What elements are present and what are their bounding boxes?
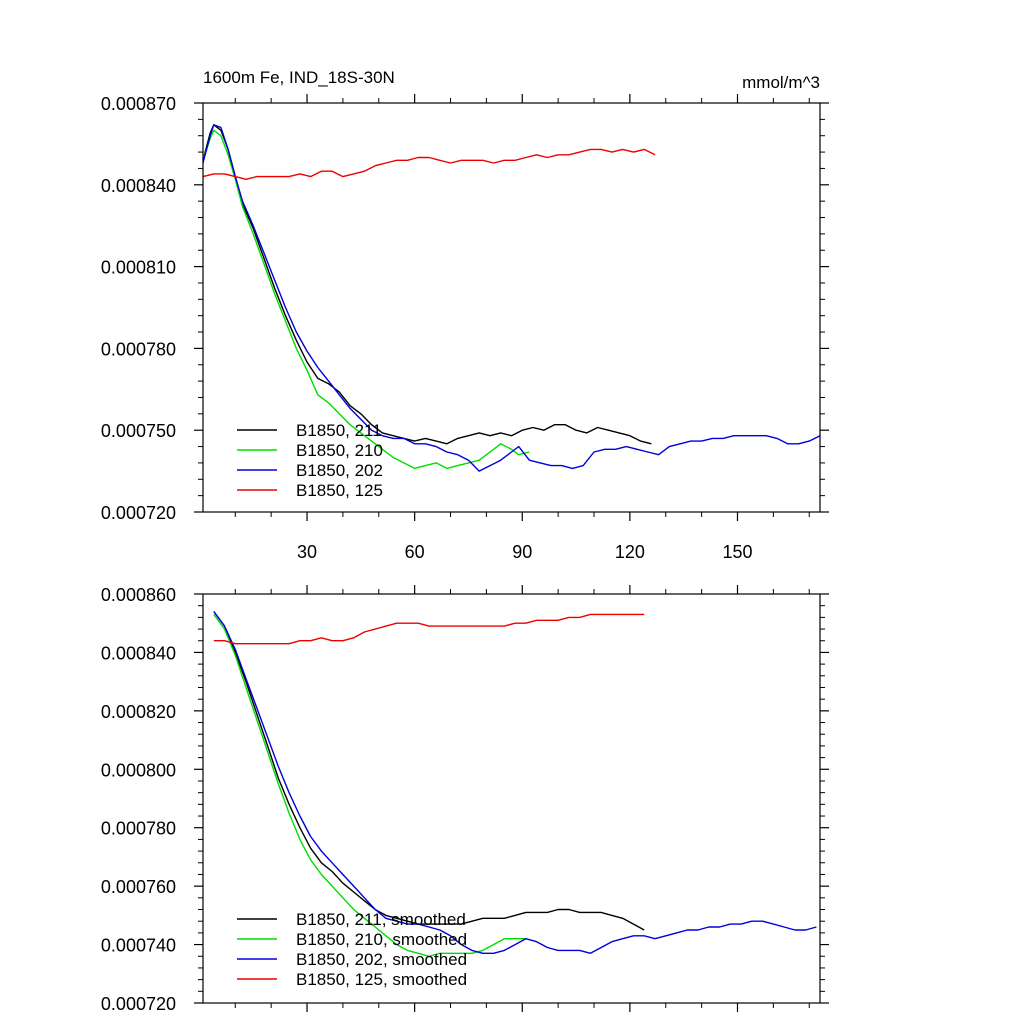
x-tick-label: 90	[512, 542, 532, 562]
bottom-panel-lines	[213, 611, 817, 957]
bottom-panel-frame	[202, 593, 821, 1004]
x-tick-label: 30	[297, 542, 317, 562]
top-panel-frame	[202, 102, 821, 513]
series-line-1	[213, 611, 645, 931]
y-tick-label: 0.000820	[101, 702, 176, 722]
legend-label: B1850, 202, smoothed	[296, 950, 467, 969]
y-tick-label: 0.000720	[101, 994, 176, 1014]
series-line-1	[202, 124, 652, 445]
series-line-4	[202, 148, 656, 180]
series-line-3	[202, 124, 821, 472]
legend-label: B1850, 211, smoothed	[296, 910, 466, 929]
legend-label: B1850, 125, smoothed	[296, 970, 467, 989]
bottom-panel-ticks: 0.000720 0.000740 0.000760 0.000780 0.000800…	[101, 585, 829, 1014]
legend-label: B1850, 202	[296, 461, 383, 480]
y-tick-label: 0.000750	[101, 421, 176, 441]
y-tick-label: 0.000840	[101, 643, 176, 663]
bottom-panel: 0.000720 0.000740 0.000760 0.000780 0.000800…	[101, 585, 829, 1014]
x-tick-label: 150	[722, 542, 752, 562]
legend-label: B1850, 210	[296, 441, 383, 460]
y-tick-label: 0.000800	[101, 760, 176, 780]
series-line-2	[213, 613, 526, 957]
y-tick-label: 0.000810	[101, 258, 176, 278]
legend-label: B1850, 210, smoothed	[296, 930, 467, 949]
y-tick-label: 0.000720	[101, 503, 176, 523]
y-tick-label: 0.000870	[101, 94, 176, 114]
top-panel-units: mmol/m^3	[742, 73, 820, 92]
x-tick-label: 120	[615, 542, 645, 562]
y-tick-label: 0.000780	[101, 819, 176, 839]
series-line-3	[213, 611, 817, 954]
top-panel-ticks: 0.000720 0.000750 0.000780 0.000810 0.000840…	[101, 94, 829, 562]
top-panel: 1600m Fe, IND_18S-30N mmol/m^3 0.0007200…	[101, 68, 829, 562]
top-panel-title: 1600m Fe, IND_18S-30N	[203, 68, 395, 87]
series-line-2	[202, 129, 530, 470]
y-tick-label: 0.000840	[101, 176, 176, 196]
legend-label: B1850, 211	[296, 421, 382, 440]
y-tick-label: 0.000780	[101, 339, 176, 359]
series-line-4	[213, 613, 645, 645]
y-tick-label: 0.000740	[101, 936, 176, 956]
x-tick-label: 60	[405, 542, 425, 562]
y-tick-label: 0.000760	[101, 877, 176, 897]
legend-label: B1850, 125	[296, 481, 383, 500]
top-panel-lines	[202, 124, 821, 472]
y-tick-label: 0.000860	[101, 585, 176, 605]
